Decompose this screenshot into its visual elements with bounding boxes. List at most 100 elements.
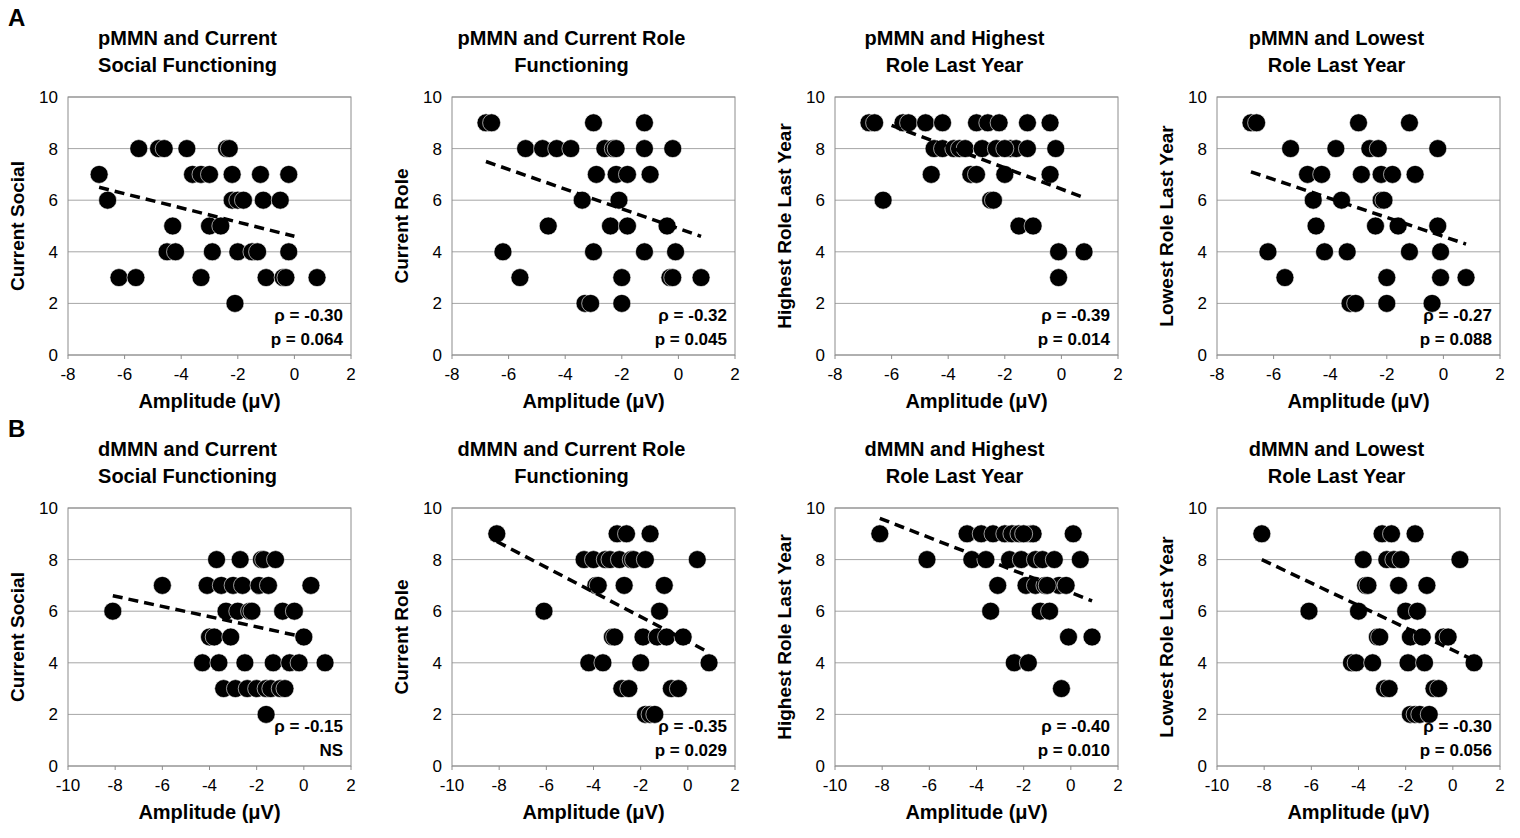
point	[594, 654, 612, 672]
point	[1282, 140, 1300, 158]
plot-data	[1242, 114, 1475, 313]
point	[1307, 217, 1325, 235]
x-tick	[565, 355, 566, 359]
point	[203, 243, 221, 261]
point	[201, 165, 219, 183]
y-tick-label: 10	[39, 88, 58, 107]
x-tick-label: -2	[614, 365, 629, 384]
y-tick-label: 4	[433, 243, 442, 262]
y-tick-label: 6	[1198, 191, 1207, 210]
x-tick-label: -6	[539, 776, 554, 795]
point	[1038, 576, 1056, 594]
title: Functioning	[514, 465, 628, 487]
point	[1276, 269, 1294, 287]
x-tick	[351, 766, 352, 770]
point	[1313, 165, 1331, 183]
x-tick-label: 0	[1448, 776, 1457, 795]
point	[223, 165, 241, 183]
x-tick	[303, 766, 304, 770]
plot-frame	[835, 508, 1118, 766]
x-tick-label: 2	[1495, 776, 1504, 795]
point	[1018, 140, 1036, 158]
point	[917, 114, 935, 132]
point	[104, 602, 122, 620]
x-tick-label: -4	[202, 776, 217, 795]
x-tick	[835, 766, 836, 770]
title: pMMN and Highest	[865, 27, 1045, 49]
point	[1390, 576, 1408, 594]
point	[316, 654, 334, 672]
x-tick-label: -10	[1205, 776, 1230, 795]
x-tick-label: -8	[444, 365, 459, 384]
point	[1316, 243, 1334, 261]
y-axis-label: Lowest Role Last Year	[1156, 536, 1177, 738]
x-tick	[1330, 355, 1331, 359]
point	[1369, 140, 1387, 158]
x-tick	[68, 766, 69, 770]
point	[264, 654, 282, 672]
plot-data	[871, 518, 1101, 697]
point	[1075, 243, 1093, 261]
x-tick-label: -8	[875, 776, 890, 795]
trend-line	[497, 542, 709, 653]
point	[664, 140, 682, 158]
point	[922, 165, 940, 183]
plot-frame	[68, 508, 351, 766]
trend-line	[1251, 172, 1466, 244]
point	[1350, 114, 1368, 132]
x-tick-label: 2	[1113, 365, 1122, 384]
point	[249, 243, 267, 261]
point	[968, 165, 986, 183]
point	[1378, 294, 1396, 312]
chart: dMMN and Current RoleFunctioning0246810-…	[391, 438, 740, 823]
annotation: ρ = -0.39	[1041, 306, 1110, 325]
x-tick	[1217, 766, 1218, 770]
title: dMMN and Lowest	[1249, 438, 1425, 460]
point	[1045, 551, 1063, 569]
x-tick	[1273, 355, 1274, 359]
point	[700, 654, 718, 672]
title: Social Functioning	[98, 465, 277, 487]
title: pMMN and Current	[98, 27, 277, 49]
x-axis-label: Amplitude (μV)	[138, 801, 280, 823]
x-tick	[1405, 766, 1406, 770]
x-tick-label: 0	[1439, 365, 1448, 384]
plot-data	[104, 551, 334, 724]
y-tick-label: 0	[816, 757, 825, 776]
y-axis-label: Highest Role Last Year	[774, 534, 795, 740]
x-tick-label: -8	[827, 365, 842, 384]
point	[1429, 140, 1447, 158]
x-tick	[891, 355, 892, 359]
x-tick	[162, 766, 163, 770]
point	[1024, 217, 1042, 235]
x-tick-label: -2	[997, 365, 1012, 384]
x-tick	[976, 766, 977, 770]
point	[1047, 140, 1065, 158]
point	[615, 576, 633, 594]
point	[1429, 217, 1447, 235]
point	[205, 628, 223, 646]
point	[290, 654, 308, 672]
grid-line	[68, 148, 351, 149]
point	[1380, 680, 1398, 698]
y-axis-label: Current Social	[7, 572, 28, 702]
trend-line	[880, 518, 1092, 601]
point	[606, 628, 624, 646]
y-tick-label: 8	[433, 551, 442, 570]
x-tick	[882, 766, 883, 770]
x-tick	[209, 766, 210, 770]
y-tick-label: 2	[49, 705, 58, 724]
x-tick	[124, 355, 125, 359]
point	[982, 602, 1000, 620]
point	[192, 269, 210, 287]
point	[1375, 191, 1393, 209]
grid-line	[1217, 148, 1500, 149]
point	[280, 243, 298, 261]
panel-label: A	[8, 4, 25, 31]
annotation: ρ = -0.40	[1041, 717, 1110, 736]
point	[178, 140, 196, 158]
x-axis-label: Amplitude (μV)	[1287, 390, 1429, 412]
chart: dMMN and HighestRole Last Year0246810-10…	[774, 438, 1123, 823]
point	[127, 269, 145, 287]
point	[1359, 576, 1377, 594]
